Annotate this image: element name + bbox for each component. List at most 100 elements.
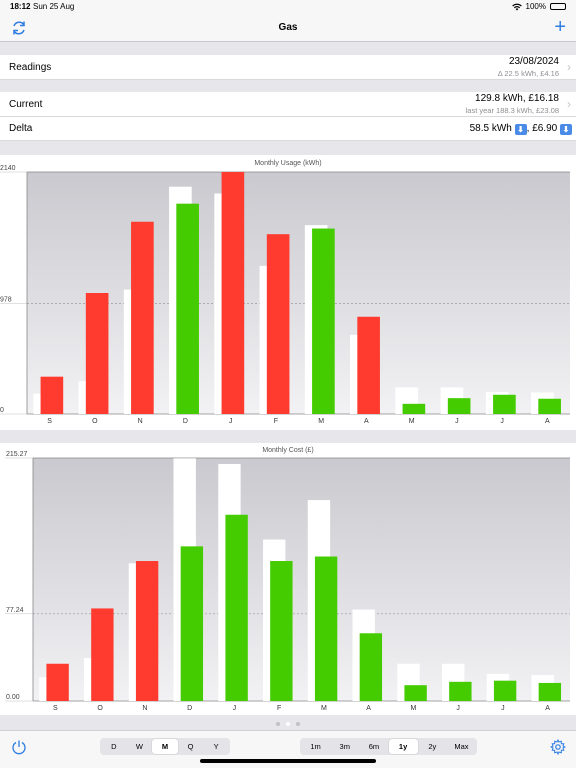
bar-current[interactable] (270, 561, 293, 701)
x-tick-label: D (183, 418, 188, 425)
current-row[interactable]: Current 129.8 kWh, £16.18 last year 188.… (0, 92, 576, 117)
y-tick-label: 2140 (0, 165, 16, 172)
bar-current[interactable] (180, 546, 204, 701)
range-3m[interactable]: 3m (339, 742, 350, 751)
bar-current[interactable] (176, 203, 199, 414)
refresh-icon[interactable] (10, 19, 28, 37)
bar-current[interactable] (314, 556, 338, 701)
home-indicator (200, 759, 376, 763)
x-tick-label: D (187, 705, 192, 712)
period-w[interactable]: W (135, 742, 143, 751)
period-m[interactable]: M (152, 739, 178, 754)
x-tick-label: J (456, 705, 460, 712)
delta-label: Delta (9, 123, 33, 134)
bar-current[interactable] (359, 633, 383, 701)
delta-value: 58.5 kWh ⬇, £6.90 ⬇ (470, 123, 572, 135)
chevron-right-icon: › (567, 60, 571, 74)
bar-current[interactable] (91, 608, 114, 701)
bar-current[interactable] (46, 663, 69, 701)
period-y[interactable]: Y (213, 742, 219, 751)
nav-bar: Gas + (0, 14, 576, 42)
cost-chart: 215.27 77.24 0.00 S O N D J F M A M J J A (5, 451, 570, 712)
bar-current[interactable] (538, 682, 562, 701)
x-tick-label: N (138, 418, 143, 425)
bar-current[interactable] (447, 398, 471, 414)
bar-current[interactable] (131, 221, 154, 414)
readings-row[interactable]: Readings 23/08/2024 Δ 22.5 kWh, £4.16 › (0, 55, 576, 80)
page-indicator[interactable] (0, 719, 576, 729)
bar-current[interactable] (538, 398, 561, 414)
bar-current[interactable] (225, 514, 248, 701)
plot-background (27, 172, 570, 414)
readings-label: Readings (9, 62, 52, 73)
delta-cost: £6.90 (532, 123, 558, 134)
power-icon[interactable] (11, 739, 27, 755)
readings-delta: Δ 22.5 kWh, £4.16 (497, 69, 559, 78)
battery-icon (550, 3, 566, 10)
x-tick-label: M (321, 705, 327, 712)
range-selector: 1m 3m 6m 1y 2y Max (300, 738, 477, 755)
bar-current[interactable] (404, 685, 427, 701)
range-1y[interactable]: 1y (388, 739, 418, 754)
range-1m[interactable]: 1m (310, 742, 321, 751)
cost-chart-title: Monthly Cost (£) (262, 447, 314, 454)
period-q[interactable]: Q (187, 742, 194, 751)
bar-current[interactable] (135, 561, 159, 701)
gear-icon[interactable] (550, 739, 566, 755)
x-tick-label: A (366, 705, 371, 712)
plot-background (33, 458, 570, 701)
usage-chart-title: Monthly Usage (kWh) (254, 160, 322, 167)
down-arrow-icon: ⬇ (560, 124, 572, 135)
add-button[interactable]: + (554, 16, 566, 38)
x-tick-label: S (53, 705, 58, 712)
range-2y[interactable]: 2y (428, 742, 437, 751)
page-dot-active[interactable] (286, 722, 290, 726)
status-bar: 18:12 Sun 25 Aug 100% (0, 0, 576, 14)
current-last-year: last year 188.3 kWh, £23.08 (465, 106, 559, 115)
x-tick-label: A (364, 418, 369, 425)
bar-current[interactable] (493, 394, 516, 414)
wifi-icon (511, 3, 522, 10)
x-tick-label: O (97, 705, 103, 712)
bar-current[interactable] (85, 293, 109, 414)
range-max[interactable]: Max (454, 742, 469, 751)
readings-date: 23/08/2024 (508, 56, 559, 67)
chevron-right-icon: › (567, 97, 571, 111)
y-tick-label: 77.24 (6, 607, 24, 614)
current-value: 129.8 kWh, £16.18 (475, 93, 559, 104)
x-tick-label: J (229, 418, 233, 425)
bar-current[interactable] (402, 403, 426, 414)
page-dot[interactable] (276, 722, 280, 726)
x-tick-label: F (277, 705, 281, 712)
period-d[interactable]: D (111, 742, 117, 751)
bar-current[interactable] (449, 681, 472, 701)
x-tick-label: M (410, 705, 416, 712)
page-dot[interactable] (296, 722, 300, 726)
x-tick-label: N (142, 705, 147, 712)
y-tick-label: 215.27 (6, 451, 28, 458)
x-tick-label: J (501, 705, 505, 712)
x-tick-label: M (318, 418, 324, 425)
bar-current[interactable] (40, 376, 64, 414)
bar-current[interactable] (357, 316, 380, 414)
battery-percent: 100% (525, 2, 546, 11)
status-date: Sun 25 Aug (33, 2, 75, 11)
y-tick-label: 0 (0, 407, 4, 414)
cost-chart-panel: Monthly Cost (£) 215.27 77.24 0.00 S O N D J F M A… (0, 443, 576, 715)
delta-kwh: 58.5 kWh (469, 123, 512, 134)
delta-row: Delta 58.5 kWh ⬇, £6.90 ⬇ (0, 117, 576, 141)
usage-chart-panel: Monthly Usage (kWh) 2140 978 0 S O N D J F M A M J J A (0, 155, 576, 430)
x-tick-label: J (455, 418, 459, 425)
bar-current[interactable] (266, 234, 290, 414)
x-tick-label: J (500, 418, 504, 425)
status-right: 100% (511, 2, 566, 11)
bar-current[interactable] (493, 680, 517, 701)
x-tick-label: A (545, 418, 550, 425)
bar-current[interactable] (221, 172, 245, 414)
bar-current[interactable] (312, 228, 335, 414)
x-tick-label: F (274, 418, 278, 425)
x-tick-label: S (47, 418, 52, 425)
x-tick-label: M (409, 418, 415, 425)
range-6m[interactable]: 6m (368, 742, 380, 751)
